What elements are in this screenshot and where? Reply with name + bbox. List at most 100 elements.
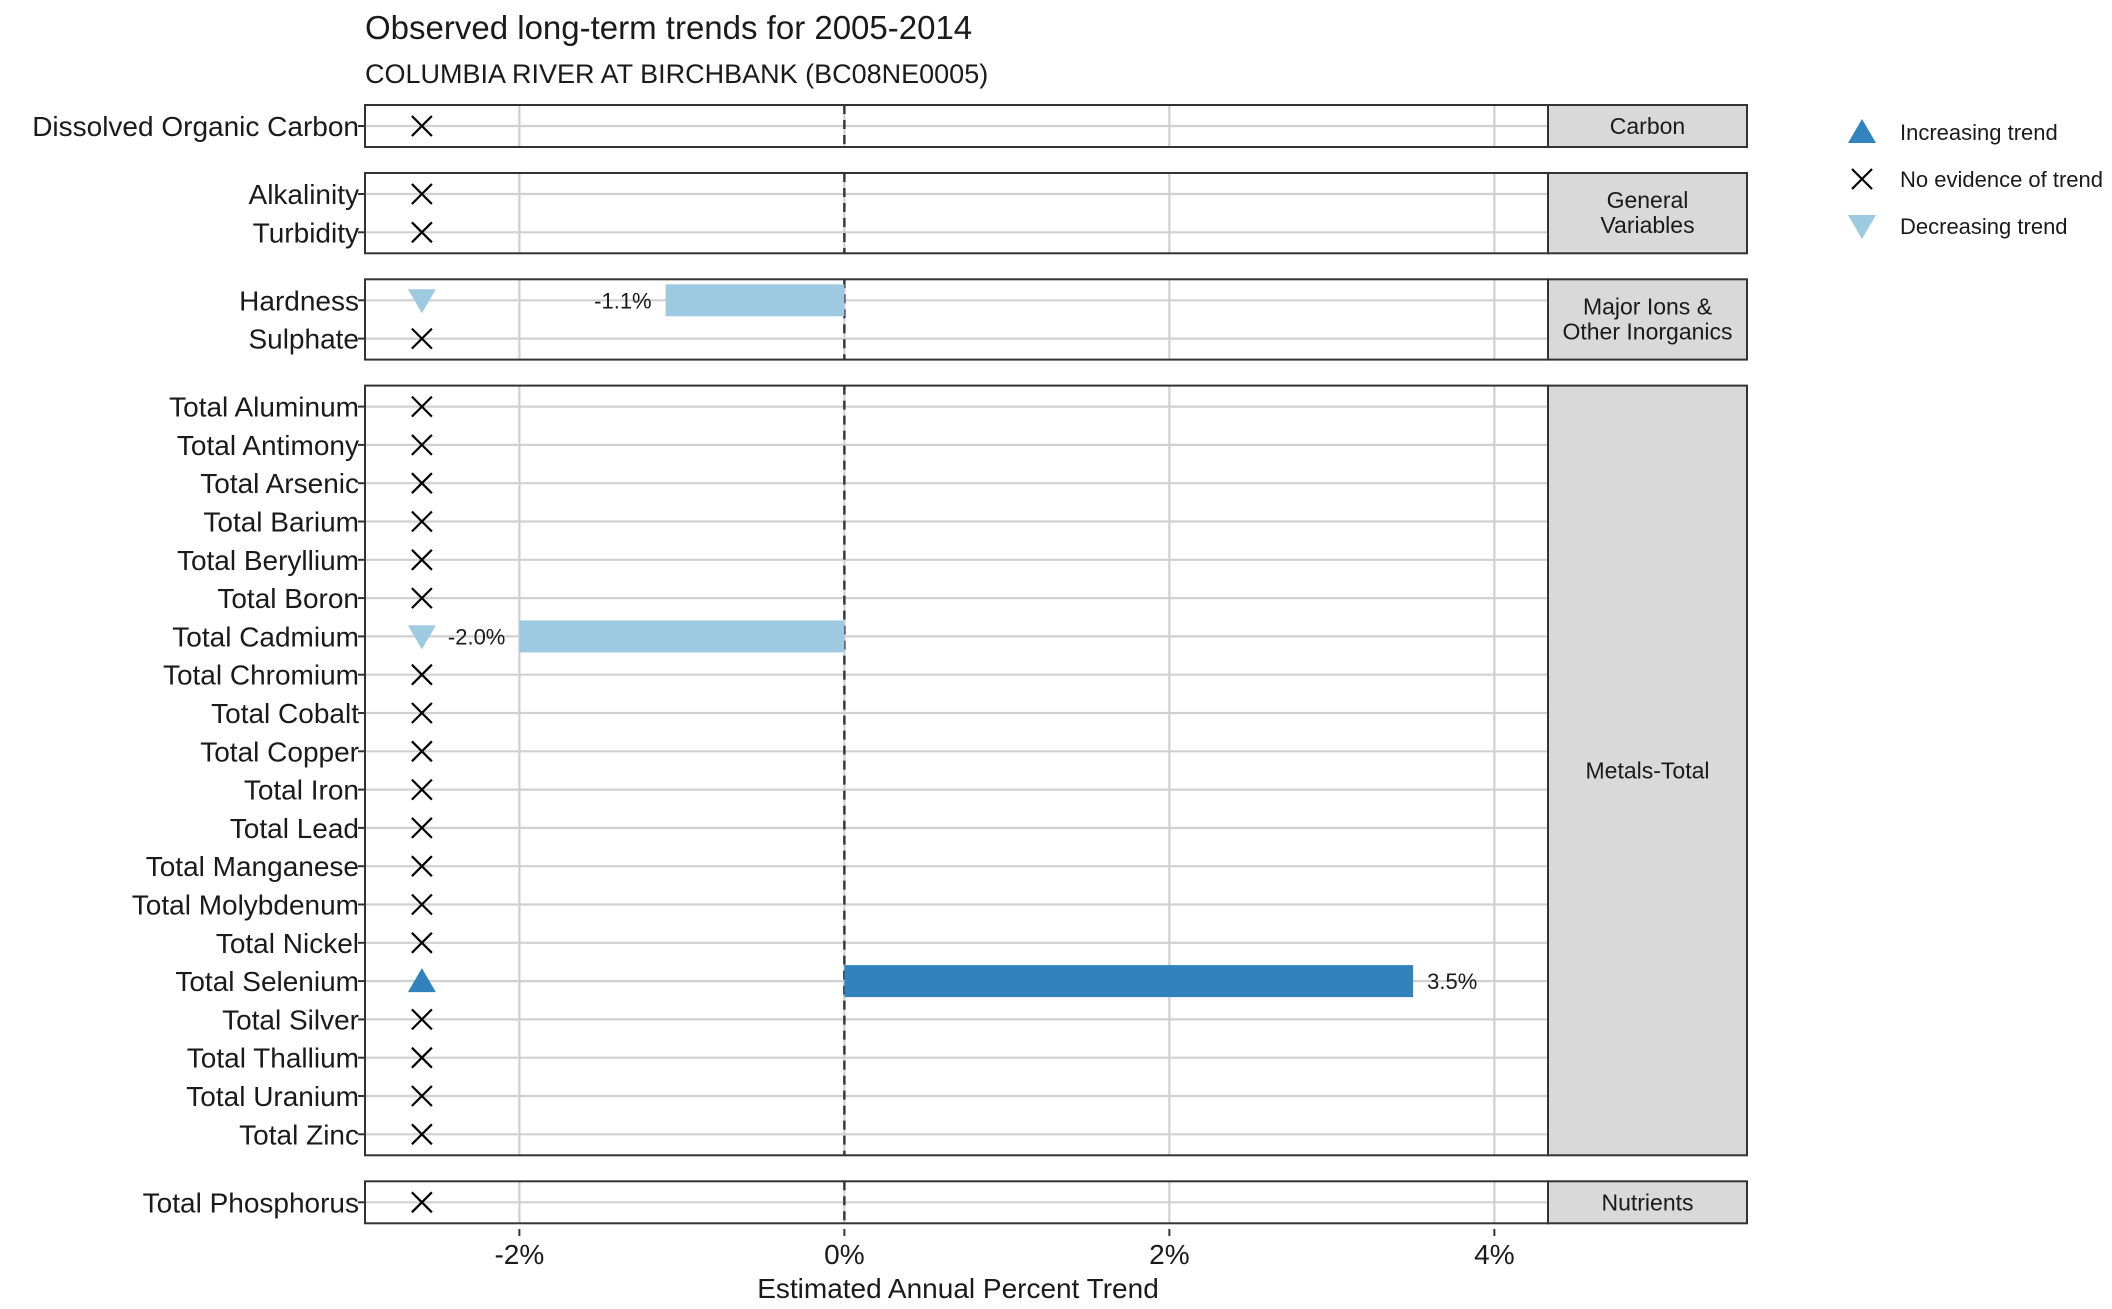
y-axis-label: Total Chromium: [163, 660, 359, 691]
no-trend-marker: [411, 702, 433, 724]
marker-stroke: [411, 1008, 433, 1031]
y-axis-label: Total Cobalt: [211, 698, 359, 729]
y-axis-label: Total Selenium: [175, 966, 359, 997]
y-axis-label: Total Molybdenum: [132, 890, 359, 921]
no-trend-marker: [411, 183, 433, 205]
trend-bar: [519, 620, 845, 653]
y-axis-label: Dissolved Organic Carbon: [32, 111, 359, 142]
y-axis-label: Total Manganese: [146, 851, 359, 882]
y-axis-label: Hardness: [239, 285, 359, 316]
no-trend-marker: [411, 472, 433, 494]
no-trend-marker: [411, 1008, 433, 1031]
facet-panel: Dissolved Organic Carbon Carbon: [32, 104, 1748, 148]
y-axis-label: Total Arsenic: [200, 468, 359, 499]
legend-item: Decreasing trend: [1848, 214, 2068, 239]
marker-stroke: [411, 817, 433, 839]
facet-strip-label: Carbon: [1610, 113, 1685, 139]
no-trend-marker: [411, 587, 433, 609]
y-axis-label: Total Zinc: [239, 1119, 359, 1150]
no-trend-marker: [411, 663, 433, 686]
strip-label-line: Major Ions &: [1583, 293, 1712, 319]
x-tick-label: 2%: [1149, 1239, 1189, 1270]
chart-title: Observed long-term trends for 2005-2014: [365, 9, 972, 46]
strip-label-line: Other Inorganics: [1562, 318, 1732, 344]
panel-background: [365, 173, 1548, 254]
marker-stroke: [411, 1191, 433, 1214]
marker-stroke: [411, 663, 433, 686]
y-axis-label: Total Cadmium: [172, 621, 359, 652]
facet-strip-label: General Variables: [1600, 187, 1694, 238]
marker-stroke: [411, 1085, 433, 1107]
trend-bar: [844, 965, 1414, 998]
y-axis-label: Total Beryllium: [177, 545, 359, 576]
legend-label: Decreasing trend: [1900, 214, 2068, 239]
y-axis-label: Total Copper: [200, 736, 359, 767]
marker-stroke: [411, 893, 433, 916]
panel-background: [365, 279, 1548, 360]
marker-stroke: [411, 472, 433, 494]
facet-strip-label: Metals-Total: [1586, 757, 1710, 783]
y-axis-label: Total Boron: [217, 583, 359, 614]
x-tick-label: -2%: [494, 1239, 544, 1270]
y-axis-label: Total Iron: [244, 775, 359, 806]
facet-strip: [1547, 384, 1748, 1157]
marker-stroke: [411, 855, 433, 877]
no-trend-marker: [411, 893, 433, 916]
legend-item: Increasing trend: [1848, 119, 2058, 145]
marker-stroke: [411, 778, 433, 801]
legend-label: Increasing trend: [1900, 120, 2058, 145]
increasing-marker: [407, 968, 436, 993]
no-trend-marker: [411, 778, 433, 801]
marker-stroke: [411, 395, 433, 418]
no-trend-marker: [411, 1085, 433, 1107]
panel-background: [365, 385, 1548, 1156]
marker-stroke: [411, 1123, 433, 1146]
facet-panel: Alkalinity Turbidity General Variables: [249, 172, 1748, 255]
legend-increasing-icon: [1848, 119, 1876, 143]
facet-panel: -1.1% Hardness Sulphate Major Ions & Other I…: [239, 278, 1748, 361]
bar-value-label: -1.1%: [594, 288, 651, 313]
marker-stroke: [411, 221, 433, 244]
marker-stroke: [411, 549, 433, 571]
no-trend-marker: [411, 817, 433, 839]
no-trend-marker: [411, 1123, 433, 1146]
marker-stroke: [411, 932, 433, 954]
marker-stroke: [411, 183, 433, 205]
marker-stroke: [411, 115, 433, 137]
y-axis-label: Total Aluminum: [169, 392, 359, 423]
y-axis-label: Turbidity: [253, 217, 359, 248]
no-trend-marker: [411, 740, 433, 763]
facet-panels: Dissolved Organic Carbon Carbon Alkalinity…: [32, 104, 1748, 1225]
legend-item: No evidence of trend: [1851, 167, 2103, 192]
no-trend-marker: [411, 327, 433, 350]
facet-panel: Total Phosphorus Nutrients: [143, 1180, 1748, 1225]
no-trend-marker: [411, 1046, 433, 1069]
bar-value-label: 3.5%: [1427, 969, 1477, 994]
facet-strip: [1547, 1180, 1748, 1225]
y-axis-label: Total Barium: [203, 507, 359, 538]
y-axis-label: Alkalinity: [249, 179, 359, 210]
y-axis-label: Total Nickel: [216, 928, 359, 959]
marker-stroke: [411, 510, 433, 533]
legend-label: No evidence of trend: [1900, 167, 2103, 192]
y-axis-label: Sulphate: [248, 324, 359, 355]
bar-value-label: -2.0%: [448, 624, 505, 649]
facet-panel: Total Aluminum Total Antimony Total Arseni…: [132, 384, 1748, 1157]
facet-strip: [1547, 104, 1748, 148]
no-trend-marker: [411, 221, 433, 244]
legend-cross-stroke: [1851, 168, 1873, 190]
legend: Increasing trend No evidence of trend Decr…: [1848, 119, 2103, 239]
decreasing-marker: [407, 289, 436, 314]
marker-stroke: [411, 434, 433, 456]
y-axis-label: Total Uranium: [186, 1081, 359, 1112]
x-axis: -2% 0% 2% 4%: [494, 1229, 1515, 1270]
facet-strip-label: Major Ions & Other Inorganics: [1562, 293, 1732, 344]
decreasing-marker: [407, 625, 436, 650]
y-axis-label: Total Lead: [230, 813, 359, 844]
no-trend-marker: [411, 395, 433, 418]
facet-strip: [1547, 172, 1748, 255]
y-axis-label: Total Thallium: [187, 1043, 359, 1074]
marker-stroke: [411, 740, 433, 763]
no-trend-marker: [411, 932, 433, 954]
